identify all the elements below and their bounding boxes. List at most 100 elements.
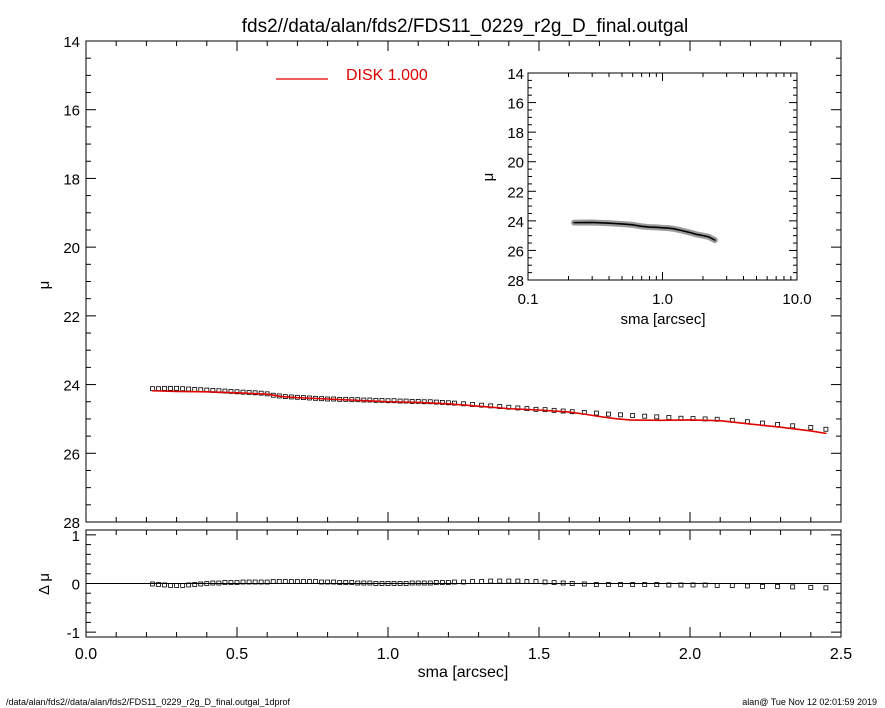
x-tick-label: 10.0 xyxy=(782,291,811,308)
y-tick-label: 14 xyxy=(63,34,80,51)
data-point-marker xyxy=(654,582,660,587)
data-point-marker xyxy=(823,426,829,432)
x-tick-label: 0.0 xyxy=(75,646,97,663)
data-point-marker xyxy=(808,584,814,590)
data-point-marker xyxy=(234,580,240,585)
data-point-marker xyxy=(678,582,684,588)
data-point-marker xyxy=(186,386,192,392)
data-point-marker xyxy=(349,580,355,585)
footer-file-path: /data/alan/fds2//data/alan/fds2/FDS11_02… xyxy=(6,697,291,707)
inset-log-panel: 14 16 18 20 22 24 26 280.1 1.0 10.0 sma [arcsec] μ xyxy=(480,66,812,328)
y-tick-label: 20 xyxy=(507,155,524,172)
y-tick-label: 22 xyxy=(63,309,80,326)
data-point-marker xyxy=(246,579,252,585)
data-point-marker xyxy=(760,584,765,589)
data-point-marker xyxy=(192,386,198,392)
data-point-marker xyxy=(391,398,397,404)
data-point-marker xyxy=(355,580,361,586)
y-tick-label: 26 xyxy=(507,243,524,260)
data-point-marker xyxy=(313,579,318,584)
y-tick-label: 26 xyxy=(63,446,80,463)
data-point-marker xyxy=(790,584,796,590)
inset-y-axis-label: μ xyxy=(480,173,497,182)
y-tick-label: 28 xyxy=(507,273,524,290)
data-point-marker xyxy=(479,579,485,584)
x-tick-label: 0.5 xyxy=(226,646,248,663)
data-point-marker xyxy=(391,581,397,586)
data-point-marker xyxy=(331,579,337,585)
data-point-marker xyxy=(666,415,672,420)
data-point-marker xyxy=(524,579,530,584)
data-point-marker xyxy=(162,582,167,588)
data-point-marker xyxy=(654,414,660,420)
data-point-marker xyxy=(168,583,173,588)
data-point-marker xyxy=(618,412,623,418)
data-point-marker xyxy=(367,397,373,403)
data-point-marker xyxy=(240,579,246,585)
data-point-marker xyxy=(192,582,198,587)
y-axis-label: μ xyxy=(36,281,53,290)
data-point-marker xyxy=(452,579,457,585)
x-tick-label: 1.5 xyxy=(528,646,550,663)
y-tick-label: 18 xyxy=(507,125,524,142)
data-point-marker xyxy=(228,580,234,585)
data-point-marker xyxy=(470,579,475,584)
data-point-marker xyxy=(210,580,216,586)
data-point-marker xyxy=(560,580,566,586)
data-point-marker xyxy=(282,579,288,584)
data-point-marker xyxy=(409,580,415,586)
chart-title: fds2//data/alan/fds2/FDS11_0229_r2g_D_fi… xyxy=(242,16,688,37)
data-point-marker xyxy=(156,582,161,587)
data-point-marker xyxy=(439,580,445,585)
data-point-marker xyxy=(421,399,427,405)
data-point-marker xyxy=(542,579,548,585)
x-tick-label: 0.1 xyxy=(518,291,539,308)
data-point-marker xyxy=(186,582,192,588)
legend-label: DISK 1.000 xyxy=(346,67,428,84)
data-point-marker xyxy=(403,398,409,404)
data-point-marker xyxy=(325,579,331,585)
data-point-marker xyxy=(690,582,696,588)
y-tick-label: 16 xyxy=(63,103,80,120)
data-point-marker xyxy=(433,399,439,405)
data-point-marker xyxy=(180,583,186,588)
data-point-marker xyxy=(337,580,343,585)
data-point-marker xyxy=(276,579,282,584)
y-tick-label: 24 xyxy=(63,378,80,395)
data-point-marker xyxy=(222,580,228,585)
data-point-marker xyxy=(397,398,403,404)
data-point-marker xyxy=(593,582,599,587)
data-point-marker xyxy=(252,579,258,585)
y-tick-label: 28 xyxy=(63,515,80,532)
inset-x-axis-label: sma [arcsec] xyxy=(620,311,705,328)
data-point-marker xyxy=(593,410,599,416)
y-tick-label: 18 xyxy=(63,171,80,188)
y-tick-label: 20 xyxy=(63,240,80,257)
y-tick-label: 22 xyxy=(507,184,524,201)
data-point-marker xyxy=(403,581,409,586)
y-tick-label: 14 xyxy=(507,66,524,83)
data-point-marker xyxy=(642,413,648,419)
data-point-marker xyxy=(551,580,557,585)
inset-profile-line xyxy=(573,221,716,241)
data-point-marker xyxy=(533,579,539,584)
data-point-marker xyxy=(180,386,186,392)
data-point-marker xyxy=(204,581,210,586)
data-point-marker xyxy=(445,580,451,585)
data-point-marker xyxy=(618,582,623,587)
x-tick-label: 2.0 xyxy=(679,646,701,663)
data-point-marker xyxy=(270,579,276,584)
y-tick-label: 0 xyxy=(72,577,80,594)
data-point-marker xyxy=(433,580,439,585)
data-point-marker xyxy=(343,580,349,585)
data-point-marker xyxy=(385,398,391,404)
inset-frame xyxy=(527,72,798,281)
main-profile-panel: 14 16 18 20 22 24 26 28 μ DISK 1.000 xyxy=(36,34,842,532)
data-point-marker xyxy=(775,584,780,589)
data-point-marker xyxy=(228,389,234,394)
data-point-marker xyxy=(775,422,780,427)
data-point-marker xyxy=(174,385,180,391)
data-point-marker xyxy=(714,583,720,588)
data-point-marker xyxy=(808,425,814,430)
